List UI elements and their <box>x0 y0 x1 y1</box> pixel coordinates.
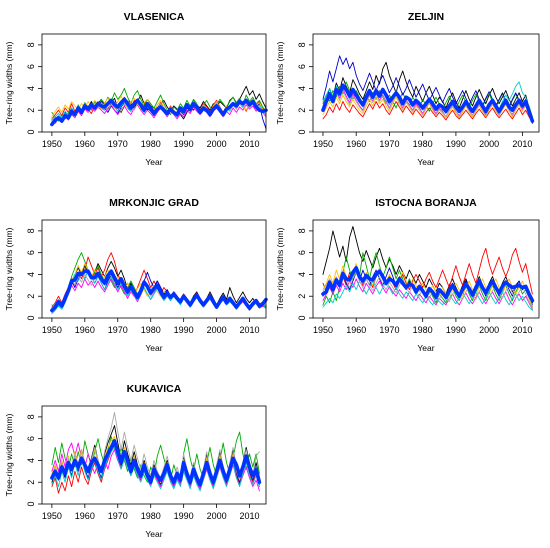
x-tick-label: 1980 <box>141 325 161 335</box>
y-tick-label: 4 <box>26 458 36 463</box>
x-tick-label: 2010 <box>512 325 532 335</box>
x-tick-label: 2000 <box>479 139 499 149</box>
series-line-mean <box>50 97 268 127</box>
series-line-mean <box>321 83 535 123</box>
x-tick-label: 1960 <box>75 511 95 521</box>
panel-vlasenica: VLASENICA Tree-ring widths (mm) Year 195… <box>4 11 268 167</box>
x-tick-label: 1950 <box>313 325 333 335</box>
y-tick-label: 4 <box>26 272 36 277</box>
panel-mrkonjic-grad: MRKONJIC GRAD Tree-ring widths (mm) Year… <box>4 197 268 353</box>
series-line <box>322 81 533 118</box>
x-tick-label: 2010 <box>240 139 260 149</box>
y-tick-label: 6 <box>297 64 307 69</box>
x-tick-label: 1950 <box>42 139 62 149</box>
chart-title: ZELJIN <box>408 11 444 23</box>
y-axis-label: Tree-ring widths (mm) <box>4 227 14 310</box>
y-axis-label: Tree-ring widths (mm) <box>275 41 285 124</box>
x-tick-label: 1960 <box>75 139 95 149</box>
x-axis-label: Year <box>417 157 434 167</box>
y-tick-label: 6 <box>26 250 36 255</box>
x-tick-label: 1950 <box>42 511 62 521</box>
x-tick-label: 1960 <box>346 325 366 335</box>
plot-frame <box>41 33 267 133</box>
y-tick-label: 2 <box>26 108 36 113</box>
y-tick-label: 2 <box>297 294 307 299</box>
series-line <box>322 280 533 311</box>
x-tick-label: 1990 <box>174 325 194 335</box>
x-tick-label: 1980 <box>141 511 161 521</box>
series-line <box>51 104 267 124</box>
plot-frame <box>41 405 267 505</box>
series-line <box>322 61 533 124</box>
x-tick-label: 2000 <box>207 325 227 335</box>
y-tick-label: 6 <box>297 250 307 255</box>
x-tick-label: 1990 <box>174 511 194 521</box>
y-tick-label: 8 <box>26 228 36 233</box>
y-tick-label: 0 <box>26 501 36 506</box>
plot-frame <box>41 219 267 319</box>
series-line-mean <box>321 266 535 303</box>
x-axis-label: Year <box>417 343 434 353</box>
x-tick-label: 1960 <box>346 139 366 149</box>
y-tick-label: 8 <box>26 414 36 419</box>
x-tick-label: 1950 <box>42 325 62 335</box>
y-tick-label: 2 <box>297 108 307 113</box>
y-tick-label: 4 <box>297 86 307 91</box>
x-tick-label: 1980 <box>413 325 433 335</box>
y-tick-label: 8 <box>297 228 307 233</box>
x-axis-label: Year <box>145 343 162 353</box>
x-tick-label: 1990 <box>446 139 466 149</box>
x-tick-label: 1980 <box>141 139 161 149</box>
x-tick-label: 2010 <box>240 325 260 335</box>
y-tick-label: 8 <box>297 42 307 47</box>
y-tick-label: 0 <box>26 315 36 320</box>
panel-istocna-boranja: ISTOCNA BORANJA Tree-ring widths (mm) Ye… <box>275 197 540 353</box>
y-tick-label: 2 <box>26 480 36 485</box>
x-tick-label: 1970 <box>108 511 128 521</box>
panel-zeljin: ZELJIN Tree-ring widths (mm) Year 1950 19… <box>275 11 540 167</box>
y-tick-label: 2 <box>26 294 36 299</box>
x-tick-label: 1970 <box>108 139 128 149</box>
x-tick-label: 2000 <box>207 139 227 149</box>
y-axis-label: Tree-ring widths (mm) <box>4 413 14 496</box>
x-tick-label: 1970 <box>379 325 399 335</box>
y-tick-label: 0 <box>297 315 307 320</box>
x-tick-label: 1970 <box>379 139 399 149</box>
plot-frame <box>312 219 540 319</box>
x-axis-label: Year <box>145 157 162 167</box>
x-tick-label: 1980 <box>413 139 433 149</box>
x-tick-label: 2010 <box>512 139 532 149</box>
series-line <box>322 101 533 123</box>
y-axis-label: Tree-ring widths (mm) <box>275 227 285 310</box>
x-tick-label: 1960 <box>75 325 95 335</box>
series-line-mean <box>50 438 262 487</box>
x-tick-label: 1970 <box>108 325 128 335</box>
y-tick-label: 6 <box>26 436 36 441</box>
chart-title: KUKAVICA <box>127 383 182 395</box>
chart-title: VLASENICA <box>124 11 185 23</box>
y-tick-label: 4 <box>26 86 36 91</box>
panel-kukavica: KUKAVICA Tree-ring widths (mm) Year 1950… <box>4 383 267 539</box>
series-line <box>322 90 533 122</box>
series-line <box>51 446 260 492</box>
series-line-mean <box>50 269 268 313</box>
x-tick-label: 1950 <box>313 139 333 149</box>
chart-title: MRKONJIC GRAD <box>109 197 199 209</box>
chart-title: ISTOCNA BORANJA <box>375 197 477 209</box>
x-tick-label: 2000 <box>207 511 227 521</box>
x-axis-label: Year <box>145 529 162 539</box>
x-tick-label: 2010 <box>240 511 260 521</box>
plot-frame <box>312 33 540 133</box>
y-tick-label: 4 <box>297 272 307 277</box>
x-tick-label: 1990 <box>174 139 194 149</box>
x-tick-label: 2000 <box>479 325 499 335</box>
y-axis-label: Tree-ring widths (mm) <box>4 41 14 124</box>
y-tick-label: 8 <box>26 42 36 47</box>
series-line <box>322 55 533 122</box>
y-tick-label: 6 <box>26 64 36 69</box>
y-tick-label: 0 <box>297 129 307 134</box>
x-tick-label: 1990 <box>446 325 466 335</box>
y-tick-label: 0 <box>26 129 36 134</box>
